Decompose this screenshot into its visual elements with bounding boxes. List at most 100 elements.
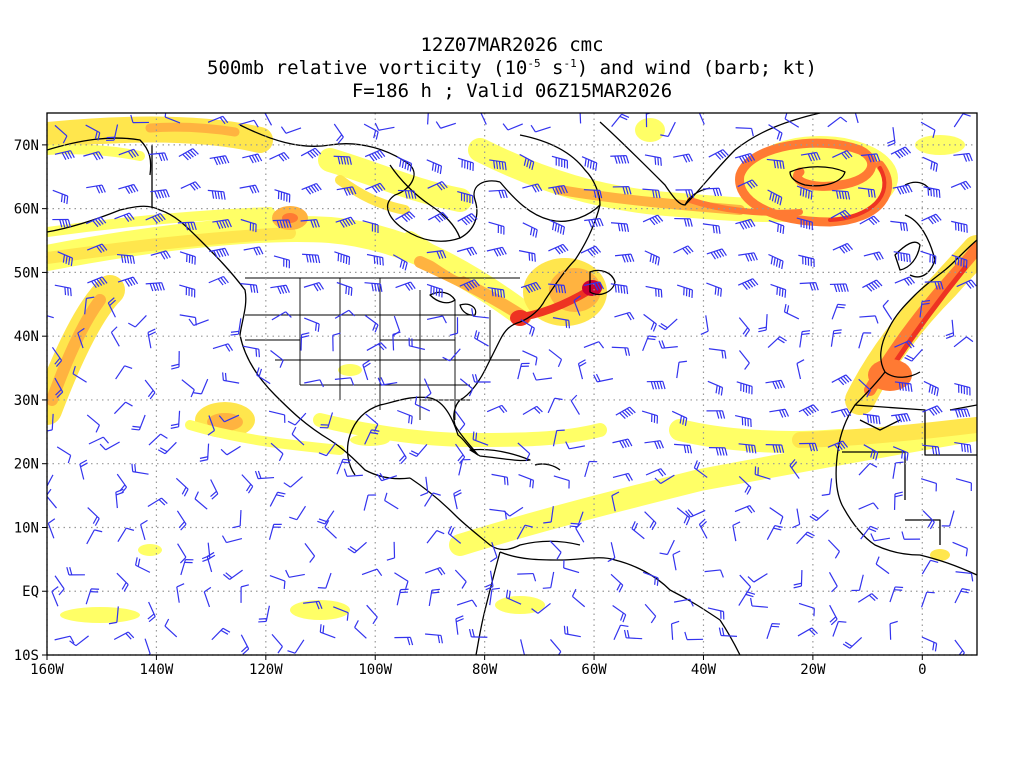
wind-barb <box>490 542 498 563</box>
barb-flag <box>382 257 384 266</box>
barb-flag <box>629 406 636 414</box>
barb-flag <box>98 244 105 252</box>
wind-barb <box>110 326 120 347</box>
barb-flag <box>901 450 904 459</box>
barb-flag <box>659 440 664 449</box>
barb-flag <box>463 283 470 291</box>
barb-flag <box>838 190 842 200</box>
barb-flag <box>935 163 938 172</box>
barb-flag <box>222 115 229 124</box>
barb-shaft <box>458 459 463 476</box>
wind-barb <box>858 187 876 198</box>
wind-barb <box>517 442 531 462</box>
barb-flag <box>283 580 286 590</box>
wind-barb <box>543 506 554 524</box>
wind-barb <box>79 459 88 480</box>
barb-flag <box>689 598 694 607</box>
barb-flag <box>718 447 722 456</box>
barb-flag <box>810 405 817 413</box>
barb-shaft <box>88 436 104 445</box>
wind-barb <box>796 217 813 231</box>
barb-flag <box>786 305 790 314</box>
wind-barb <box>364 429 380 445</box>
barb-flag <box>793 585 802 589</box>
barb-flag <box>833 332 842 335</box>
barb-shaft <box>666 539 675 555</box>
barb-flag <box>98 151 104 159</box>
barb-shaft <box>134 315 147 328</box>
barb-shaft <box>113 401 126 415</box>
wind-barb <box>832 150 853 160</box>
subtitle-text-c: ) and wind (barb; kt) <box>576 57 817 79</box>
wind-barb <box>334 251 351 265</box>
barb-shaft <box>553 475 570 482</box>
barb-flag <box>626 630 630 639</box>
barb-flag <box>712 225 715 234</box>
barb-flag <box>745 444 748 453</box>
barb-flag <box>812 404 820 412</box>
barb-shaft <box>415 403 431 412</box>
barb-flag <box>148 331 157 336</box>
barb-flag <box>882 299 889 307</box>
barb-flag <box>833 284 838 293</box>
barb-flag <box>909 276 915 284</box>
wind-barb <box>47 518 56 539</box>
barb-flag <box>341 461 350 464</box>
barb-flag <box>308 254 312 263</box>
wind-barb <box>738 476 752 495</box>
wind-barb <box>676 507 691 526</box>
barb-flag <box>777 223 779 232</box>
barb-flag <box>405 581 409 590</box>
barb-shaft <box>858 332 864 349</box>
barb-flag <box>474 374 479 383</box>
barb-flag <box>933 188 935 197</box>
barb-flag <box>587 249 594 257</box>
barb-flag <box>147 613 155 620</box>
wind-barb <box>395 281 416 291</box>
barb-flag <box>566 626 569 635</box>
wind-barb <box>426 315 447 324</box>
barb-flag <box>384 492 388 501</box>
wind-barb <box>145 212 166 224</box>
wind-barb <box>765 444 785 453</box>
wind-barb <box>487 286 506 298</box>
barb-flag <box>68 256 71 265</box>
barb-flag <box>404 262 408 271</box>
wind-barb <box>919 299 931 318</box>
wind-barb <box>426 283 443 298</box>
wind-barb <box>455 443 466 464</box>
wind-barb <box>268 410 286 423</box>
barb-shaft <box>858 462 871 476</box>
barb-flag <box>969 444 972 453</box>
wind-barb <box>860 153 881 163</box>
wind-barb <box>178 148 199 161</box>
barb-shaft <box>569 445 585 450</box>
wind-barb <box>584 217 604 228</box>
valid-time-line: F=186 h ; Valid 06Z15MAR2026 <box>351 80 673 102</box>
barb-flag <box>592 161 595 170</box>
barb-flag <box>836 306 845 309</box>
barb-flag <box>424 392 432 399</box>
barb-flag <box>157 190 162 199</box>
wind-barb <box>300 332 310 351</box>
wind-barb <box>579 113 582 124</box>
barb-flag <box>230 330 239 333</box>
wind-barb <box>428 588 440 607</box>
wind-barb <box>343 468 363 477</box>
barb-shaft <box>325 572 332 589</box>
barb-flag <box>745 593 754 598</box>
barb-shaft <box>86 414 100 426</box>
barb-flag <box>324 520 330 528</box>
barb-flag <box>718 225 721 234</box>
barb-flag <box>171 366 180 370</box>
barb-flag <box>724 350 727 359</box>
barb-flag <box>288 219 292 228</box>
barb-flag <box>148 616 156 623</box>
barb-flag <box>928 384 932 393</box>
wind-barb <box>86 414 100 433</box>
wind-barb <box>471 374 491 383</box>
wind-barb <box>862 279 883 292</box>
barb-flag <box>593 282 599 291</box>
barb-flag <box>842 643 851 649</box>
barb-shaft <box>673 598 690 603</box>
